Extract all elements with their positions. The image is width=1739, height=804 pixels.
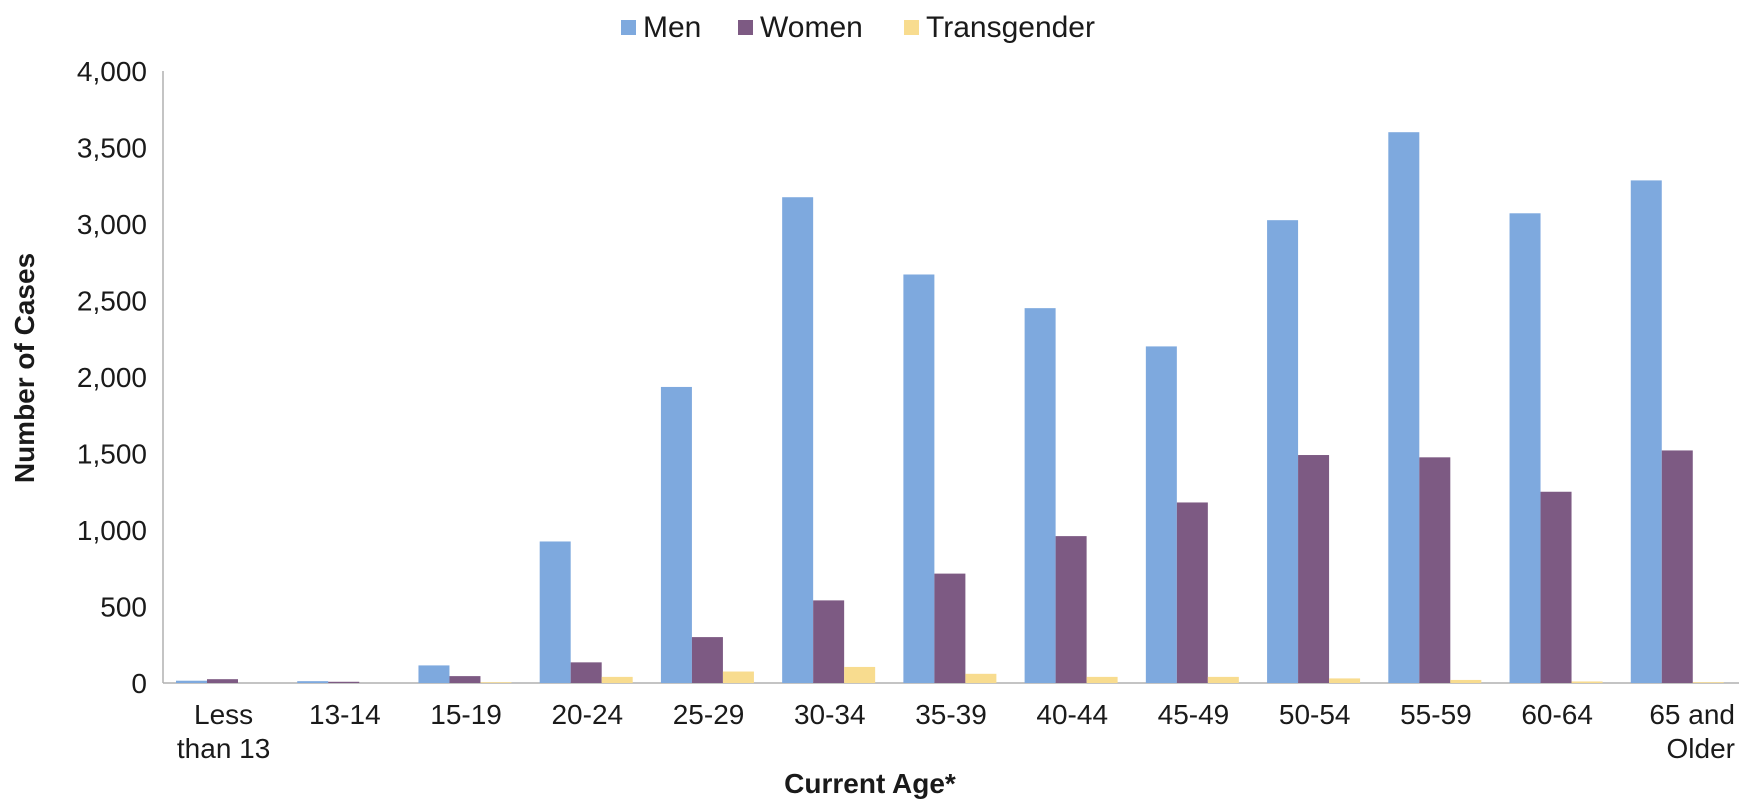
- x-tick-label: 35-39: [915, 699, 987, 730]
- bar-transgender-13: [1693, 682, 1724, 683]
- bar-transgender-7: [965, 674, 996, 683]
- x-tick-label: 25-29: [673, 699, 745, 730]
- y-tick-label: 3,000: [77, 209, 147, 240]
- bar-men-6: [782, 197, 813, 683]
- bar-men-1: [176, 681, 207, 683]
- y-tick-label: 1,000: [77, 515, 147, 546]
- bar-men-9: [1146, 346, 1177, 683]
- y-tick-label: 3,500: [77, 133, 147, 164]
- x-tick-label: 45-49: [1158, 699, 1230, 730]
- legend-swatch-men: [621, 20, 636, 35]
- x-tick-label: 55-59: [1400, 699, 1472, 730]
- bar-men-2: [297, 681, 328, 683]
- bar-men-13: [1631, 180, 1662, 683]
- bar-transgender-3: [480, 682, 511, 683]
- legend-swatch-women: [738, 20, 753, 35]
- x-tick-label: 20-24: [551, 699, 623, 730]
- x-tick-label: 60-64: [1521, 699, 1593, 730]
- bar-transgender-4: [602, 677, 633, 683]
- x-tick-label: 50-54: [1279, 699, 1351, 730]
- legend-label-transgender: Transgender: [926, 11, 1095, 44]
- bar-women-6: [813, 600, 844, 683]
- bar-men-8: [1025, 308, 1056, 683]
- bar-women-5: [692, 637, 723, 683]
- y-tick-label: 0: [131, 668, 147, 699]
- y-tick-label: 500: [100, 592, 147, 623]
- bar-women-9: [1177, 502, 1208, 683]
- bar-transgender-10: [1329, 678, 1360, 683]
- bar-transgender-9: [1208, 677, 1239, 683]
- bar-women-13: [1662, 450, 1693, 683]
- x-tick-label: Less than 13: [177, 699, 270, 764]
- bar-transgender-6: [844, 667, 875, 683]
- x-axis: Less than 13 13-14 15-19 20-24 25-29 30-34 35-3…: [163, 683, 1739, 764]
- bar-men-12: [1510, 213, 1541, 683]
- bar-transgender-11: [1450, 680, 1481, 683]
- y-tick-label: 2,000: [77, 362, 147, 393]
- x-tick-label: 65 and Older: [1649, 699, 1735, 764]
- bars: [176, 132, 1724, 683]
- bar-women-7: [934, 574, 965, 683]
- bar-women-2: [328, 682, 359, 683]
- bar-women-11: [1419, 457, 1450, 683]
- bar-men-7: [903, 274, 934, 683]
- bar-transgender-5: [723, 672, 754, 683]
- bar-women-3: [449, 676, 480, 683]
- x-axis-title: Current Age*: [784, 768, 956, 799]
- bar-women-10: [1298, 455, 1329, 683]
- bar-men-4: [540, 541, 571, 683]
- bar-women-8: [1056, 536, 1087, 683]
- legend-swatch-transgender: [904, 20, 919, 35]
- y-tick-label: 1,500: [77, 439, 147, 470]
- bar-women-1: [207, 679, 238, 683]
- x-tick-label: 30-34: [794, 699, 866, 730]
- y-tick-label: 4,000: [77, 56, 147, 87]
- y-axis-title: Number of Cases: [9, 253, 40, 483]
- legend-label-men: Men: [643, 11, 701, 44]
- x-tick-label: 40-44: [1036, 699, 1108, 730]
- bar-transgender-8: [1087, 677, 1118, 683]
- bar-women-4: [571, 662, 602, 683]
- bar-transgender-12: [1572, 681, 1603, 683]
- bar-men-10: [1267, 220, 1298, 683]
- legend-label-women: Women: [760, 11, 863, 44]
- bar-men-5: [661, 387, 692, 683]
- x-tick-label: 15-19: [430, 699, 502, 730]
- x-tick-label: 13-14: [309, 699, 381, 730]
- bar-men-3: [418, 665, 449, 683]
- y-tick-label: 2,500: [77, 286, 147, 317]
- y-axis: 0 500 1,000 1,500 2,000 2,500 3,000 3,500 4,000: [77, 56, 163, 699]
- bar-women-12: [1541, 492, 1572, 683]
- bar-men-11: [1388, 132, 1419, 683]
- legend: Men Women Transgender: [621, 11, 1095, 44]
